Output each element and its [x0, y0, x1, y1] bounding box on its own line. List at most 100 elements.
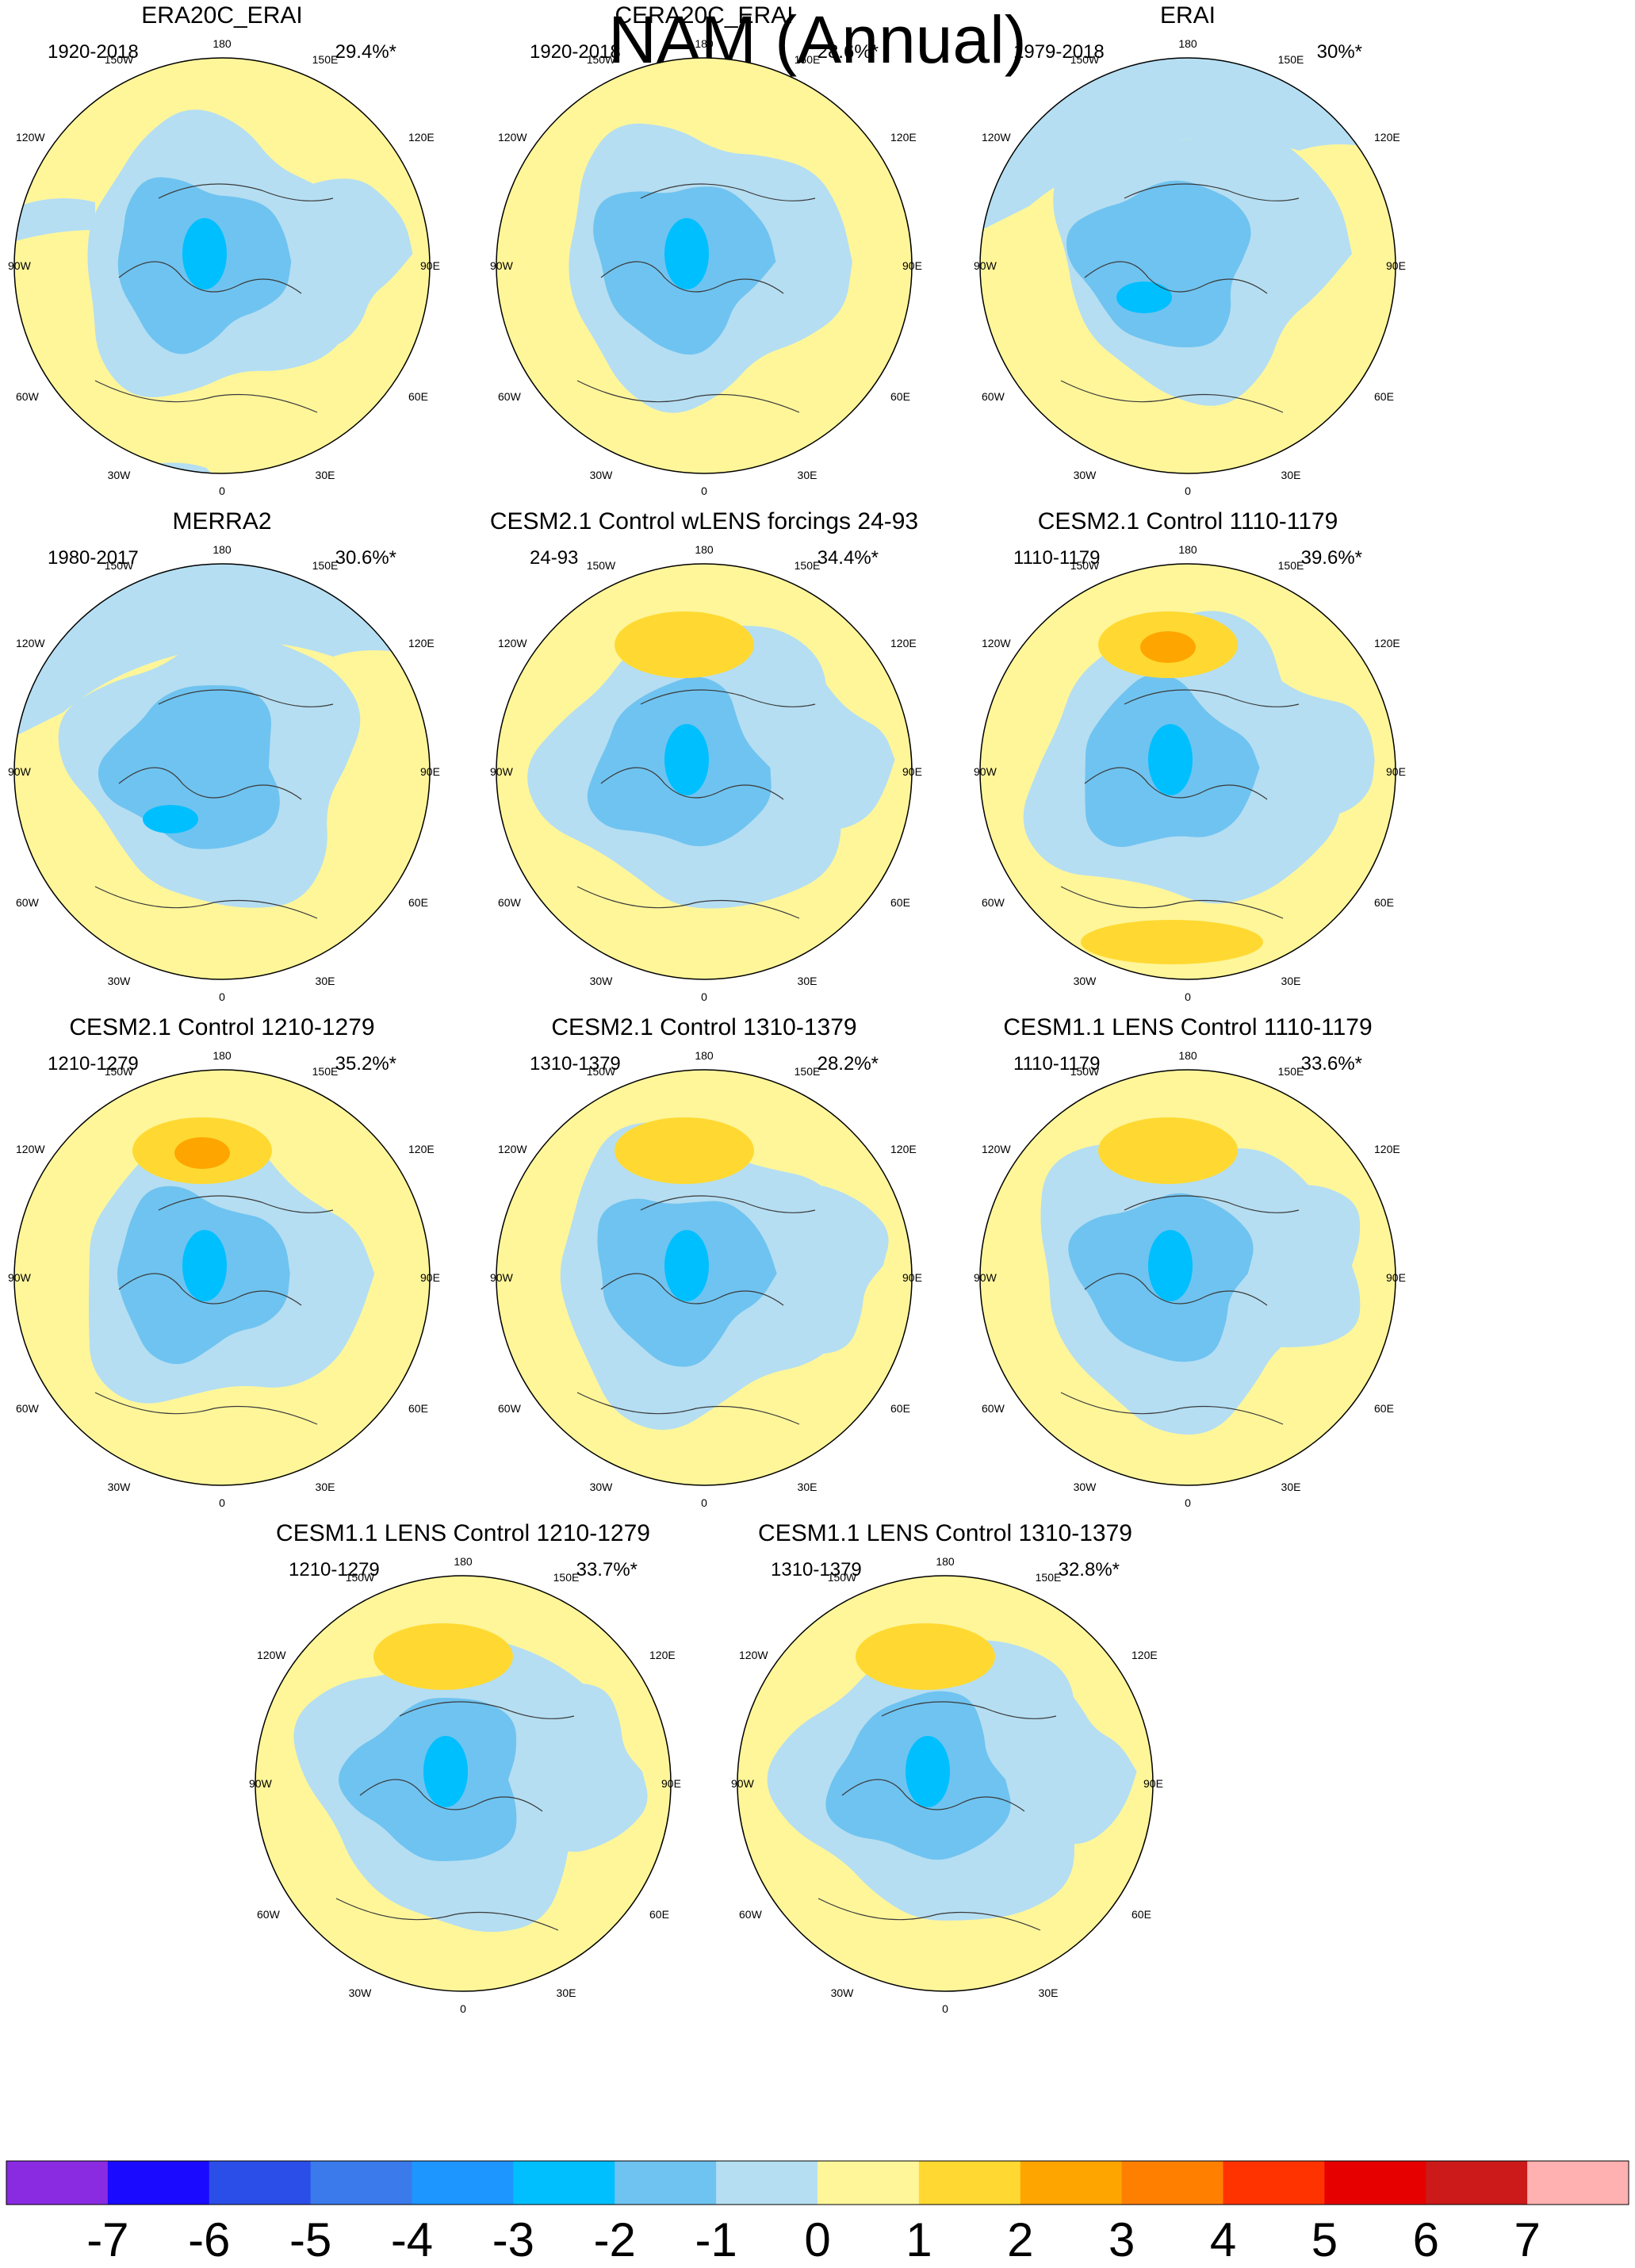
panel-period: 1979-2018 [1013, 41, 1105, 63]
longitude-label: 180 [213, 546, 232, 556]
map-panel: ERA20C_ERAI 1920-2018 29.4%* 180 150W 150E 120… [0, 0, 444, 500]
colorbar-swatch [1121, 2161, 1223, 2205]
longitude-label: 120W [982, 1143, 1011, 1155]
longitude-label: 120W [982, 637, 1011, 649]
panel-period: 1920-2018 [48, 41, 139, 63]
map-panel: CESM1.1 LENS Control 1310-1379 1310-1379 3… [723, 1518, 1167, 2017]
colorbar-tick-label: 1 [906, 2213, 932, 2266]
colorbar-tick-label: -1 [695, 2213, 737, 2266]
longitude-label: 90E [902, 259, 922, 272]
map-boundary [496, 1069, 913, 1486]
colorbar-swatch [1527, 2161, 1629, 2205]
longitude-label: 90W [974, 259, 997, 272]
longitude-label: 60E [890, 896, 910, 909]
longitude-label: 150E [795, 1065, 821, 1078]
negative-region-max [182, 1230, 227, 1301]
panel-period: 24-93 [530, 547, 579, 569]
panel-period: 1210-1279 [289, 1559, 380, 1580]
longitude-label: 30E [798, 975, 818, 987]
longitude-label: 60W [16, 1402, 40, 1415]
longitude-label: 90E [1386, 259, 1406, 272]
panel-title: CERA20C_ERAI [615, 2, 794, 29]
colorbar-swatch [1223, 2161, 1325, 2205]
negative-region-east [1201, 672, 1375, 851]
panel-title: CESM2.1 Control wLENS forcings 24-93 [489, 508, 919, 534]
panel-period: 1110-1179 [1013, 547, 1101, 569]
panel-variance-explained: 32.8%* [1058, 1559, 1120, 1580]
panel-period: 1310-1379 [530, 1053, 621, 1075]
colorbar-tick-label: 3 [1109, 2213, 1135, 2266]
negative-region-max [423, 1736, 468, 1807]
polar-map: 180 150W 150E 120W 120E 90W 90E 60W 60E 30W 30E 0 [8, 1052, 440, 1509]
map-panel: MERRA2 1980-2017 30.6%* 180 150W 150E 120W 120E… [0, 506, 444, 1006]
map-boundary [979, 57, 1396, 474]
longitude-label: 150E [553, 1571, 580, 1584]
longitude-label: 0 [460, 2002, 466, 2015]
longitude-label: 180 [1178, 1052, 1197, 1062]
negative-region-max [1148, 1230, 1193, 1301]
longitude-label: 60W [982, 390, 1005, 403]
longitude-label: 120E [1374, 1143, 1400, 1155]
longitude-label: 150W [105, 1065, 134, 1078]
map-boundary [496, 563, 913, 980]
panel-variance-explained: 28.2%* [817, 1053, 879, 1075]
longitude-label: 60W [739, 1908, 763, 1921]
longitude-label: 90W [731, 1777, 755, 1790]
longitude-label: 30W [590, 1481, 614, 1493]
longitude-label: 120W [498, 637, 527, 649]
longitude-label: 150E [1278, 559, 1304, 572]
longitude-label: 120W [16, 1143, 45, 1155]
colorbar-swatch [1324, 2161, 1426, 2205]
panel-title: CESM2.1 Control 1110-1179 [1037, 508, 1338, 534]
coastline [576, 1195, 816, 1425]
colorbar-swatch [412, 2161, 514, 2205]
coastline [576, 183, 816, 413]
positive-region-pacific-max [174, 1137, 230, 1169]
longitude-label: 120W [498, 131, 527, 144]
coastline [1060, 183, 1300, 413]
polar-map: 180 150W 150E 120W 120E 90W 90E 60W 60E 30W 30E 0 [731, 1557, 1163, 2015]
longitude-label: 60E [408, 896, 428, 909]
longitude-label: 120E [1374, 131, 1400, 144]
panel-variance-explained: 33.6%* [1300, 1053, 1362, 1075]
polar-map: 180 150W 150E 120W 120E 90W 90E 60W 60E 30W 30E 0 [490, 40, 922, 497]
longitude-label: 150E [1278, 53, 1304, 66]
colorbar-tick-label: 2 [1007, 2213, 1033, 2266]
map-panel: CESM2.1 Control wLENS forcings 24-93 24-9… [482, 506, 926, 1006]
map-boundary [737, 1575, 1154, 1992]
longitude-label: 60E [408, 390, 428, 403]
colorbar-tick-label: -2 [594, 2213, 636, 2266]
longitude-label: 120W [16, 637, 45, 649]
map-panel: CESM2.1 Control 1110-1179 1110-1179 39.6%*… [966, 506, 1410, 1006]
longitude-label: 30E [1281, 469, 1301, 481]
longitude-label: 60E [1374, 896, 1394, 909]
negative-region-max [1148, 724, 1193, 795]
colorbar-swatch [209, 2161, 312, 2205]
polar-map: 180 150W 150E 120W 120E 90W 90E 60W 60E 30W 30E 0 [974, 546, 1406, 1003]
negative-region-max [664, 218, 709, 289]
negative-region-max [1116, 282, 1172, 313]
panel-variance-explained: 29.4%* [335, 41, 396, 63]
negative-region-max [143, 805, 198, 833]
longitude-label: 60W [498, 390, 522, 403]
longitude-label: 0 [1185, 1496, 1191, 1509]
positive-region-pacific [615, 1117, 754, 1184]
longitude-label: 120W [16, 131, 45, 144]
panel-title: CESM2.1 Control 1310-1379 [551, 1014, 857, 1040]
longitude-label: 90E [1386, 765, 1406, 778]
longitude-label: 150W [587, 53, 616, 66]
negative-region-west [14, 198, 95, 246]
longitude-label: 120E [649, 1649, 676, 1661]
panel-title: CESM1.1 LENS Control 1310-1379 [758, 1520, 1132, 1546]
longitude-label: 90W [8, 765, 32, 778]
longitude-label: 180 [695, 1052, 714, 1062]
longitude-label: 30E [798, 1481, 818, 1493]
longitude-label: 150W [587, 1065, 616, 1078]
polar-map: 180 150W 150E 120W 120E 90W 90E 60W 60E 30W 30E 0 [490, 546, 922, 1003]
negative-region-max [664, 1230, 709, 1301]
colorbar-tick-label: 7 [1514, 2213, 1540, 2266]
map-panel: CESM1.1 LENS Control 1210-1279 1210-1279 3… [241, 1518, 685, 2017]
longitude-label: 60W [982, 896, 1005, 909]
map-boundary [979, 1069, 1396, 1486]
polar-map: 180 150W 150E 120W 120E 90W 90E 60W 60E 30W 30E 0 [974, 1052, 1406, 1509]
